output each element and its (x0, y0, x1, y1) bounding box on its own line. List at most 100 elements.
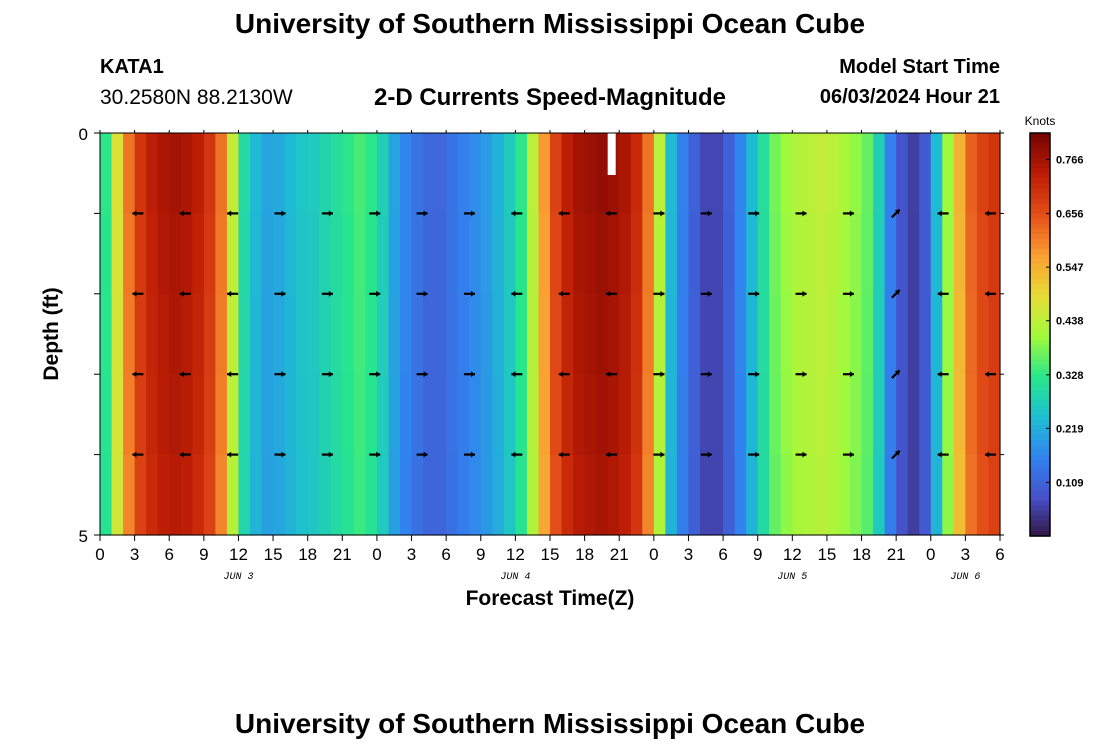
heatmap-cell (861, 374, 874, 456)
heatmap-cell (930, 293, 943, 375)
arrow-head (849, 371, 854, 378)
heatmap-cell (919, 454, 932, 536)
heatmap-cell (203, 454, 216, 536)
heatmap-cell (896, 293, 909, 375)
heatmap-cell (296, 454, 309, 536)
heatmap-cell (123, 293, 136, 375)
day-label: JUN 3 (223, 572, 253, 583)
heatmap-cell (446, 213, 459, 295)
heatmap-cell (873, 374, 886, 456)
heatmap-cell (896, 374, 909, 456)
heatmap-cell (365, 213, 378, 295)
x-tick-label: 21 (333, 545, 352, 564)
heatmap-cell (492, 133, 505, 214)
heatmap-cell (538, 133, 551, 214)
colorbar-segment (1030, 263, 1050, 270)
heatmap-cell (919, 293, 932, 375)
arrow-head (328, 371, 333, 378)
x-tick-label: 0 (372, 545, 381, 564)
heatmap-cell (446, 374, 459, 456)
colorbar-segment (1030, 530, 1050, 537)
heatmap-cell (942, 374, 955, 456)
heatmap-cell (273, 213, 286, 295)
heatmap-cell (838, 454, 851, 536)
heatmap-cell (803, 454, 816, 536)
heatmap-cell (134, 213, 147, 295)
heatmap-cell (296, 293, 309, 375)
heatmap-cell (457, 454, 470, 536)
heatmap-cell (319, 133, 332, 214)
heatmap-cell (596, 374, 609, 456)
arrow-head (179, 371, 184, 378)
colorbar-segment (1030, 520, 1050, 527)
heatmap-cell (988, 454, 1001, 536)
arrow-head (849, 210, 854, 217)
colorbar-segment (1030, 228, 1050, 235)
heatmap-cell (550, 133, 563, 214)
heatmap-cell (965, 133, 978, 214)
heatmap-cell (884, 374, 897, 456)
heatmap-cell (792, 374, 805, 456)
arrow-head (281, 210, 286, 217)
day-label: JUN 4 (500, 572, 530, 583)
heatmap-cell (953, 213, 966, 295)
colorbar-segment (1030, 319, 1050, 326)
station-coordinates: 30.2580N 88.2130W (100, 86, 293, 109)
day-label: JUN 5 (777, 572, 807, 583)
arrow-head (755, 210, 760, 217)
heatmap-cell (515, 454, 528, 536)
velocity-arrow (700, 290, 712, 297)
heatmap-cell (180, 374, 193, 456)
heatmap-cell (342, 293, 355, 375)
heatmap-cell (238, 213, 251, 295)
heatmap-cell (215, 293, 228, 375)
colorbar-segment (1030, 299, 1050, 305)
heatmap-cell (411, 293, 424, 375)
heatmap-cell (192, 293, 205, 375)
heatmap-cell (307, 133, 320, 214)
heatmap-cell (423, 213, 436, 295)
heatmap-cell (700, 213, 713, 295)
arrow-head (755, 451, 760, 458)
velocity-arrow (842, 451, 854, 458)
heatmap-cell (169, 213, 182, 295)
heatmap-cell (700, 454, 713, 536)
heatmap-cell (273, 133, 286, 214)
heatmap-cell (965, 293, 978, 375)
velocity-arrow (179, 371, 191, 378)
heatmap-cell (273, 293, 286, 375)
heatmap-cell (538, 454, 551, 536)
heatmap-cell (884, 133, 897, 214)
colorbar-frame (1029, 132, 1051, 537)
heatmap-cell (480, 374, 493, 456)
arrow-head (227, 451, 232, 458)
arrow-head (802, 371, 807, 378)
heatmap-cell (953, 374, 966, 456)
x-tick-label: 3 (961, 545, 970, 564)
arrow-head (802, 451, 807, 458)
heatmap-cell (653, 293, 666, 375)
x-tick-label: 9 (476, 545, 485, 564)
velocity-arrow (227, 451, 239, 458)
arrow-head (937, 290, 942, 297)
arrow-head (985, 371, 990, 378)
heatmap-cell (273, 454, 286, 536)
model-start-value: 06/03/2024 Hour 21 (819, 86, 1000, 108)
arrow-head (511, 451, 516, 458)
colorbar-segment (1030, 253, 1050, 260)
velocity-arrow (463, 210, 475, 217)
colorbar-segment (1030, 274, 1050, 280)
arrow-head (606, 210, 611, 217)
heatmap-cell (411, 133, 424, 214)
heatmap-cell (746, 213, 759, 295)
heatmap-cell (111, 374, 124, 456)
arrow-head (755, 371, 760, 378)
heatmap-cell (400, 213, 413, 295)
arrow-head (606, 451, 611, 458)
heatmap-cell (307, 213, 320, 295)
velocity-arrow (842, 371, 854, 378)
heatmap-cell (353, 454, 366, 536)
heatmap-cell (769, 374, 782, 456)
heatmap-cell (503, 133, 516, 214)
heatmap-cell (169, 454, 182, 536)
